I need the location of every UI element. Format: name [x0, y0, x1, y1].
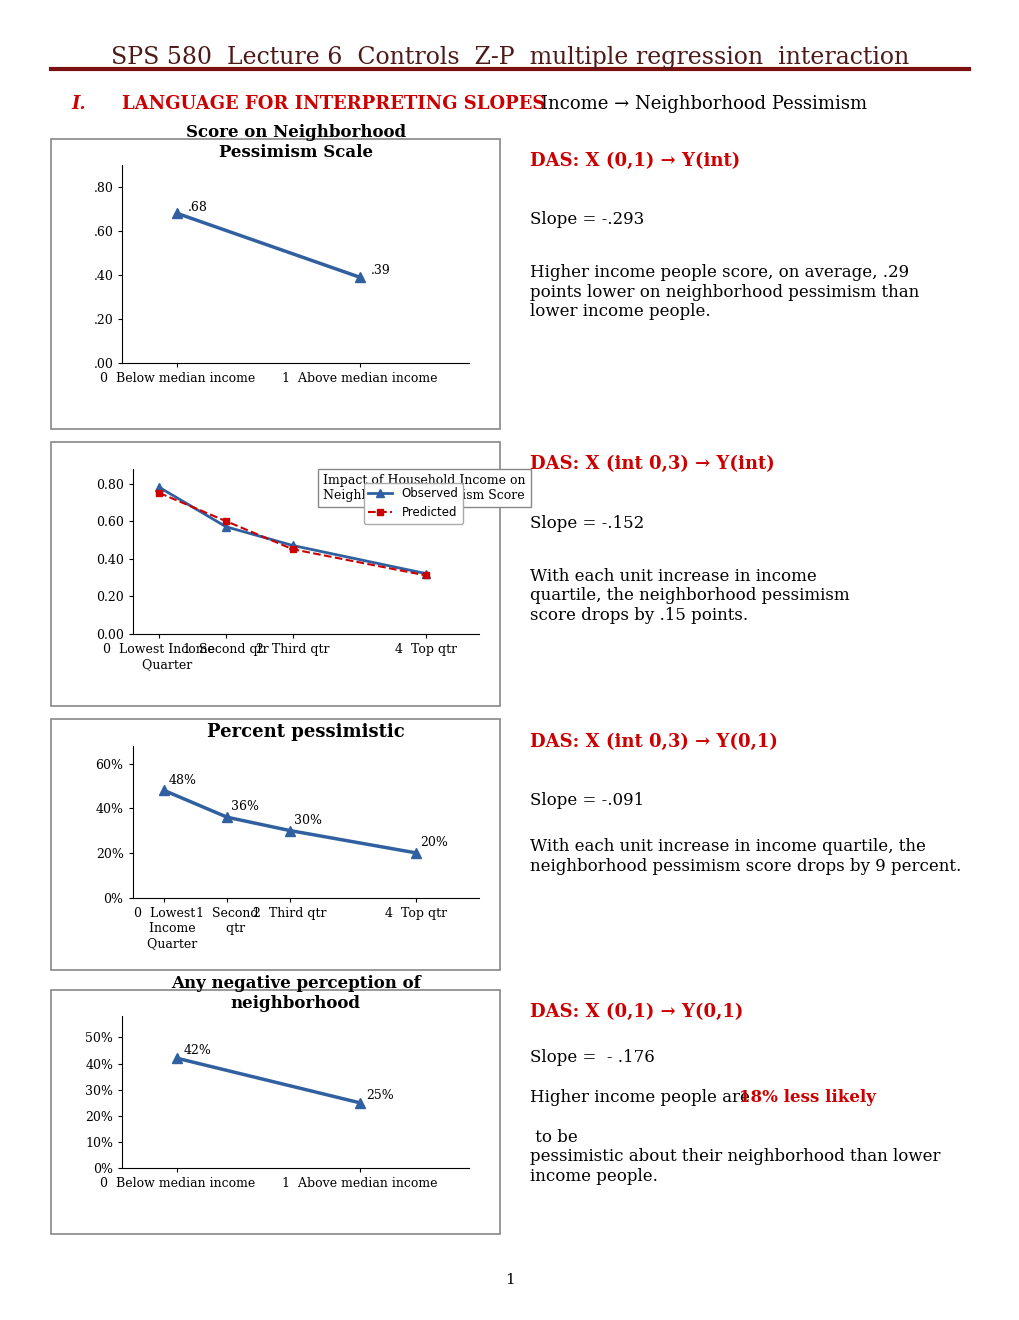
Text: Slope = -.152: Slope = -.152: [530, 515, 644, 532]
Text: 18% less likely: 18% less likely: [739, 1089, 875, 1106]
Predicted: [220, 513, 232, 529]
Text: 48%: 48%: [168, 774, 196, 787]
Text: 42%: 42%: [183, 1044, 212, 1057]
Text: Slope = -.091: Slope = -.091: [530, 792, 644, 809]
Text: to be
pessimistic about their neighborhood than lower
income people.: to be pessimistic about their neighborho…: [530, 1129, 940, 1185]
Text: .68: .68: [189, 201, 208, 214]
Text: DAS: X (0,1) → Y(0,1): DAS: X (0,1) → Y(0,1): [530, 1003, 743, 1022]
Text: Impact of Household Income on
Neighborhood Pessimism Score: Impact of Household Income on Neighborho…: [323, 474, 526, 502]
Line: Observed: Observed: [155, 483, 430, 578]
Predicted: [286, 541, 299, 557]
Text: 36%: 36%: [231, 800, 259, 813]
Text: Slope = -.293: Slope = -.293: [530, 211, 644, 228]
Text: DAS: X (0,1) → Y(int): DAS: X (0,1) → Y(int): [530, 152, 740, 170]
Observed: [286, 537, 299, 553]
Title: Score on Neighborhood
Pessimism Scale: Score on Neighborhood Pessimism Scale: [185, 124, 406, 161]
Observed: [420, 566, 432, 582]
Text: With each unit increase in income quartile, the
neighborhood pessimism score dro: With each unit increase in income quarti…: [530, 838, 961, 875]
Text: Higher income people score, on average, .29
points lower on neighborhood pessimi: Higher income people score, on average, …: [530, 264, 919, 321]
Text: DAS: X (int 0,3) → Y(0,1): DAS: X (int 0,3) → Y(0,1): [530, 733, 777, 751]
Title: Any negative perception of
neighborhood: Any negative perception of neighborhood: [171, 975, 420, 1012]
Predicted: [420, 568, 432, 583]
Text: 25%: 25%: [366, 1089, 394, 1102]
Text: 30%: 30%: [294, 813, 322, 826]
Observed: [220, 519, 232, 535]
Text: Income → Neighborhood Pessimism: Income → Neighborhood Pessimism: [540, 95, 866, 114]
Line: Predicted: Predicted: [156, 490, 428, 578]
Text: .39: .39: [371, 264, 390, 277]
Text: DAS: X (int 0,3) → Y(int): DAS: X (int 0,3) → Y(int): [530, 455, 774, 474]
Text: 20%: 20%: [420, 836, 448, 849]
Text: Higher income people are: Higher income people are: [530, 1089, 755, 1106]
Observed: [153, 479, 165, 495]
Title: Percent pessimistic: Percent pessimistic: [207, 723, 405, 742]
Text: With each unit increase in income
quartile, the neighborhood pessimism
score dro: With each unit increase in income quarti…: [530, 568, 849, 624]
Text: 1: 1: [504, 1272, 515, 1287]
Predicted: [153, 484, 165, 500]
Text: SPS 580  Lecture 6  Controls  Z-P  multiple regression  interaction: SPS 580 Lecture 6 Controls Z-P multiple …: [111, 46, 908, 69]
Text: Slope =  - .176: Slope = - .176: [530, 1049, 654, 1067]
Text: LANGUAGE FOR INTERPRETING SLOPES: LANGUAGE FOR INTERPRETING SLOPES: [122, 95, 545, 114]
Legend: Observed, Predicted: Observed, Predicted: [364, 483, 463, 524]
Text: I.: I.: [71, 95, 86, 114]
